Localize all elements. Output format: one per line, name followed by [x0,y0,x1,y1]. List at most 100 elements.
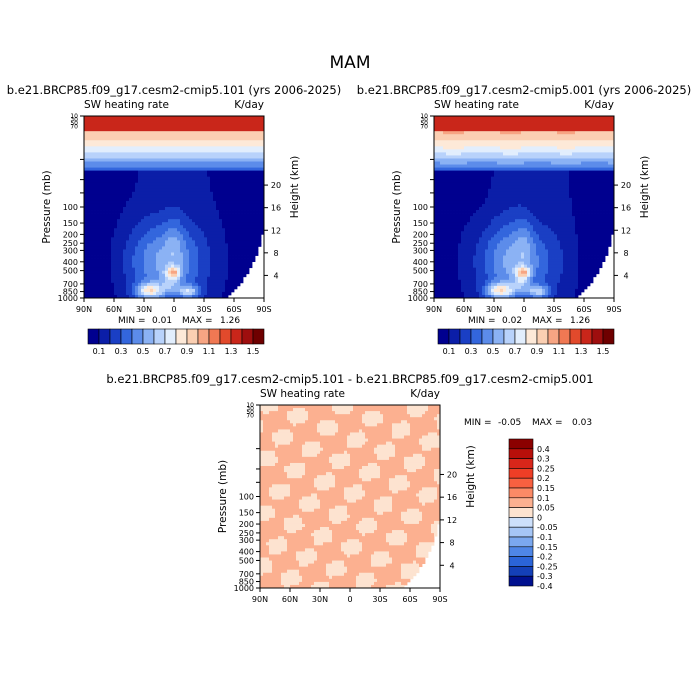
field-cell [249,258,253,262]
field-cell [497,158,501,162]
field-cell [258,161,262,165]
field-cell [186,282,190,287]
field-cell [129,122,133,126]
y-tick-label: 70 [70,124,78,131]
field-cell [446,216,450,220]
field-cell [464,288,468,293]
field-cell [198,170,202,175]
field-cell [452,228,456,232]
field-cell [491,188,495,193]
field-cell [153,167,157,171]
field-cell [443,131,447,135]
field-cell [458,155,462,159]
field-cell [222,155,226,159]
field-cell [162,255,166,259]
field-cell [449,194,453,199]
field-cell [192,170,196,175]
field-cell [210,152,214,156]
field-cell [479,131,483,135]
field-cell [467,176,471,181]
max-label: MAX = [182,316,213,326]
field-cell [452,182,456,187]
field-cell [117,155,121,159]
field-cell [434,267,438,272]
field-cell [171,213,175,217]
field-cell [434,282,438,287]
field-cell [207,128,211,132]
field-cell [87,285,91,290]
field-cell [500,228,504,232]
field-cell [449,210,453,214]
field-cell [144,243,148,247]
field-cell [488,158,492,162]
field-cell [96,197,100,202]
field-cell [228,207,232,211]
field-cell [491,270,495,275]
field-cell [210,255,214,259]
field-cell [470,152,474,156]
field-cell [476,158,480,162]
y-right-tick-label: 8 [273,249,278,258]
field-cell [132,288,136,293]
field-cell [485,288,489,293]
field-cell [177,173,181,178]
field-cell [213,131,217,135]
field-cell [443,119,447,123]
field-cell [231,146,235,150]
field-cell [117,255,121,259]
field-cell [437,234,441,238]
field-cell [111,231,115,235]
field-cell [87,291,91,296]
field-cell [204,267,208,272]
field-cell [144,216,148,220]
field-cell [93,273,97,278]
field-cell [150,131,154,135]
field-cell [120,194,124,199]
field-cell [461,219,465,223]
field-cell [470,291,474,296]
field-cell [174,210,178,214]
field-cell [258,216,262,220]
field-cell [249,161,253,165]
field-cell [111,146,115,150]
field-cell [225,137,229,141]
field-cell [464,255,468,259]
field-cell [225,270,229,275]
field-cell [174,161,178,165]
field-cell [183,255,187,259]
field-cell [443,279,447,284]
field-cell [204,258,208,262]
field-cell [485,213,489,217]
field-cell [252,140,256,144]
field-cell [252,158,256,162]
colorbar-swatch [164,328,177,345]
field-cell [258,131,262,135]
field-cell [246,188,250,193]
field-cell [231,167,235,171]
field-cell [195,276,199,281]
field-cell [222,234,226,238]
field-cell [246,252,250,256]
field-cell [156,152,160,156]
field-cell [99,285,103,290]
field-cell [473,122,477,126]
field-cell [482,122,486,126]
field-cell [195,261,199,266]
field-cell [165,200,169,205]
field-cell [204,261,208,266]
field-cell [237,255,241,259]
field-cell [177,255,181,259]
field-cell [90,228,94,232]
field-cell [174,213,178,217]
field-cell [497,200,501,205]
field-cell [482,197,486,202]
field-cell [446,273,450,278]
field-cell [120,252,124,256]
field-cell [440,143,444,147]
field-cell [93,264,97,269]
field-cell [482,179,486,184]
field-cell [135,131,139,135]
field-cell [455,182,459,187]
field-cell [198,116,202,120]
field-cell [255,173,259,178]
